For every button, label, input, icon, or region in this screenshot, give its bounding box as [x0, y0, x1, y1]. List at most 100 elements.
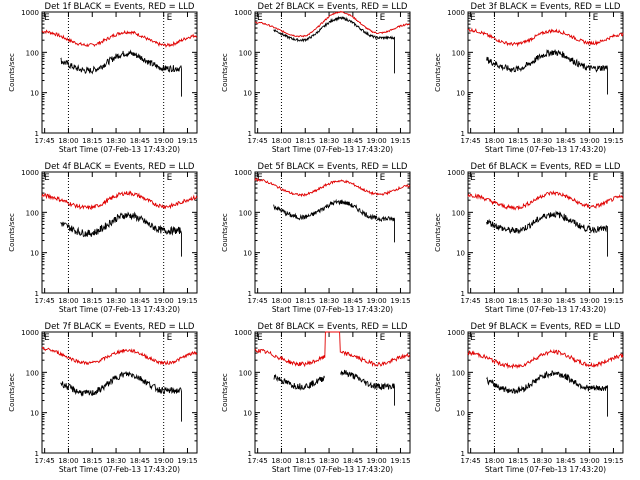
chart-title: Det 1f BLACK = Events, RED = LLD: [45, 2, 195, 12]
x-tick-label: 17:45: [35, 137, 55, 145]
y-tick-label: 10: [30, 250, 39, 258]
series-lld-line: [467, 190, 624, 211]
series-lld-line: [254, 331, 411, 368]
x-tick-label: 19:15: [177, 297, 197, 305]
x-tick-label: 18:00: [271, 457, 291, 465]
eclipse-marker: E: [470, 173, 476, 183]
chart-title: Det 6f BLACK = Events, RED = LLD: [471, 162, 621, 172]
y-axis-label: Counts/sec: [221, 373, 229, 412]
x-axis-label: Start Time (07-Feb-13 17:43:20): [59, 145, 180, 154]
x-tick-label: 18:30: [319, 297, 339, 305]
x-axis-label: Start Time (07-Feb-13 17:43:20): [485, 465, 606, 474]
x-tick-label: 18:30: [106, 137, 126, 145]
plot-frame: [41, 171, 198, 294]
series-lld-line: [467, 27, 624, 48]
eclipse-marker: E: [167, 173, 173, 183]
y-tick-label: 1: [35, 130, 39, 138]
y-tick-label: 1000: [234, 329, 252, 337]
y-tick-label: 100: [452, 49, 465, 57]
plot-frame: [254, 11, 411, 134]
x-tick-label: 19:15: [603, 457, 623, 465]
x-tick-label: 19:00: [154, 137, 174, 145]
y-axis-label: Counts/sec: [8, 213, 16, 252]
y-tick-label: 1000: [447, 9, 465, 17]
x-tick-label: 18:30: [319, 457, 339, 465]
series-events-line: [486, 49, 608, 95]
eclipse-marker: E: [257, 13, 263, 23]
chart-title: Det 7f BLACK = Events, RED = LLD: [45, 322, 195, 332]
chart-panel-3: Det 3f BLACK = Events, RED = LLD 1 10 100 10…: [434, 2, 624, 154]
x-axis-label: Start Time (07-Feb-13 17:43:20): [59, 305, 180, 314]
y-tick-label: 1: [248, 130, 252, 138]
series-events-line: [60, 49, 182, 97]
y-tick-label: 10: [243, 410, 252, 418]
y-tick-label: 1000: [447, 169, 465, 177]
x-tick-label: 18:30: [319, 137, 339, 145]
x-tick-label: 18:00: [271, 137, 291, 145]
eclipse-marker: E: [257, 333, 263, 343]
chart-panel-8: Det 8f BLACK = Events, RED = LLD 1 10 100 10…: [221, 322, 411, 474]
y-axis-label: Counts/sec: [434, 213, 442, 252]
y-tick-label: 10: [456, 90, 465, 98]
y-tick-label: 1000: [234, 169, 252, 177]
plot-frame: [41, 11, 198, 134]
y-axis-label: Counts/sec: [8, 373, 16, 412]
x-tick-label: 18:15: [508, 297, 528, 305]
x-tick-label: 19:15: [177, 137, 197, 145]
x-tick-label: 18:15: [82, 297, 102, 305]
x-axis-label: Start Time (07-Feb-13 17:43:20): [272, 145, 393, 154]
series-lld-line: [467, 348, 624, 370]
x-tick-label: 17:45: [35, 297, 55, 305]
x-tick-label: 19:15: [603, 297, 623, 305]
series-events-line: [486, 210, 608, 257]
chart-title: Det 5f BLACK = Events, RED = LLD: [258, 162, 408, 172]
plot-frame: [467, 331, 624, 454]
x-tick-label: 18:00: [271, 297, 291, 305]
x-tick-label: 18:30: [106, 457, 126, 465]
x-tick-label: 18:15: [82, 137, 102, 145]
x-tick-label: 18:45: [130, 457, 150, 465]
y-tick-label: 100: [452, 209, 465, 217]
eclipse-marker: E: [257, 173, 263, 183]
x-tick-label: 18:15: [508, 137, 528, 145]
x-tick-label: 19:15: [177, 457, 197, 465]
y-tick-label: 100: [239, 209, 252, 217]
eclipse-marker: E: [470, 333, 476, 343]
eclipse-marker: E: [44, 333, 50, 343]
x-tick-label: 18:15: [295, 457, 315, 465]
x-tick-label: 18:45: [556, 457, 576, 465]
x-tick-label: 18:30: [532, 457, 552, 465]
y-tick-label: 100: [26, 49, 39, 57]
x-tick-label: 18:45: [130, 297, 150, 305]
x-tick-label: 19:00: [154, 297, 174, 305]
y-tick-label: 1000: [21, 169, 39, 177]
y-tick-label: 10: [30, 90, 39, 98]
x-axis-label: Start Time (07-Feb-13 17:43:20): [272, 305, 393, 314]
y-tick-label: 10: [30, 410, 39, 418]
chart-title: Det 4f BLACK = Events, RED = LLD: [45, 162, 195, 172]
x-tick-label: 18:45: [343, 457, 363, 465]
x-tick-label: 19:15: [390, 457, 410, 465]
y-tick-label: 1: [35, 290, 39, 298]
series-lld-line: [41, 346, 198, 366]
x-tick-label: 17:45: [248, 137, 268, 145]
y-tick-label: 1: [248, 290, 252, 298]
x-tick-label: 19:15: [603, 137, 623, 145]
x-tick-label: 19:00: [367, 297, 387, 305]
y-tick-label: 10: [456, 410, 465, 418]
plot-frame: [467, 11, 624, 134]
series-events-line: [486, 370, 608, 417]
plot-frame: [41, 331, 198, 454]
series-lld-line: [41, 190, 198, 211]
eclipse-marker: E: [380, 333, 386, 343]
plot-frame: [254, 171, 411, 294]
x-axis-label: Start Time (07-Feb-13 17:43:20): [485, 145, 606, 154]
x-tick-label: 18:15: [295, 137, 315, 145]
y-axis-label: Counts/sec: [434, 373, 442, 412]
x-tick-label: 19:00: [580, 137, 600, 145]
y-tick-label: 10: [243, 250, 252, 258]
x-tick-label: 17:45: [461, 457, 481, 465]
y-tick-label: 10: [243, 90, 252, 98]
chart-title: Det 2f BLACK = Events, RED = LLD: [258, 2, 408, 12]
series-events-line: [60, 371, 182, 422]
